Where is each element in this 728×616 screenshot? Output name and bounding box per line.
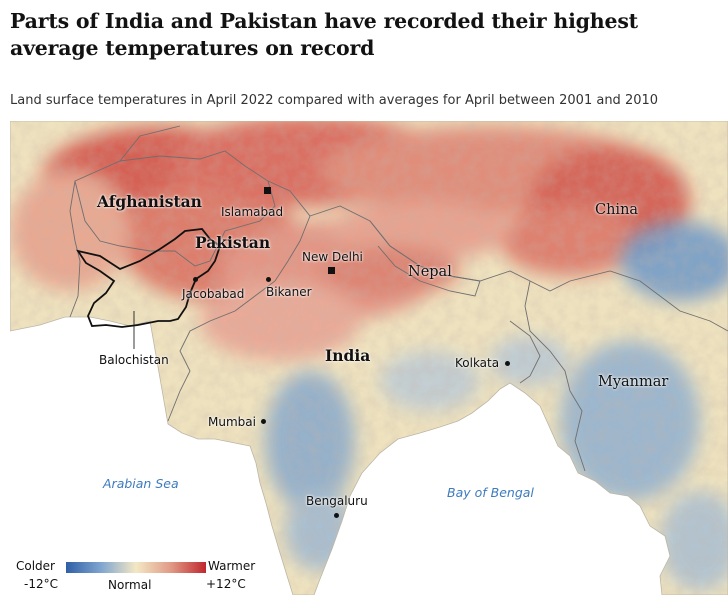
label-kolkata: Kolkata (455, 356, 500, 370)
label-balochistan: Balochistan (99, 353, 169, 367)
headline: Parts of India and Pakistan have recorde… (10, 9, 638, 60)
legend-min-value: -12°C (24, 577, 58, 591)
legend-normal-label: Normal (108, 578, 152, 592)
label-mumbai: Mumbai (208, 415, 256, 429)
label-jacobabad: Jacobabad (182, 287, 245, 301)
marker-mumbai (261, 419, 266, 424)
legend-max-value: +12°C (206, 577, 246, 591)
temperature-legend: Colder Warmer -12°C Normal +12°C (16, 557, 266, 597)
balochistan-outline (76, 228, 222, 328)
label-bay-of-bengal: Bay of Bengal (447, 485, 534, 500)
label-bengaluru: Bengaluru (306, 494, 368, 508)
label-bikaner: Bikaner (266, 285, 312, 299)
label-nepal: Nepal (408, 264, 452, 280)
marker-bikaner (266, 277, 271, 282)
legend-colder-label: Colder (16, 559, 55, 573)
label-arabian-sea: Arabian Sea (103, 476, 179, 491)
label-myanmar: Myanmar (598, 374, 669, 390)
label-afghanistan: Afghanistan (97, 192, 202, 211)
marker-jacobabad (193, 277, 198, 282)
label-india: India (325, 346, 371, 365)
temperature-anomaly-map (10, 121, 728, 595)
standfirst: Land surface temperatures in April 2022 … (10, 93, 659, 108)
marker-bengaluru (334, 513, 339, 518)
label-new-delhi: New Delhi (302, 250, 363, 264)
label-islamabad: Islamabad (221, 205, 284, 219)
label-pakistan: Pakistan (195, 233, 271, 252)
marker-islamabad (264, 187, 271, 194)
legend-color-scale (66, 562, 206, 573)
label-china: China (595, 202, 639, 218)
marker-kolkata (505, 361, 510, 366)
marker-new-delhi (328, 267, 335, 274)
legend-warmer-label: Warmer (208, 559, 256, 573)
